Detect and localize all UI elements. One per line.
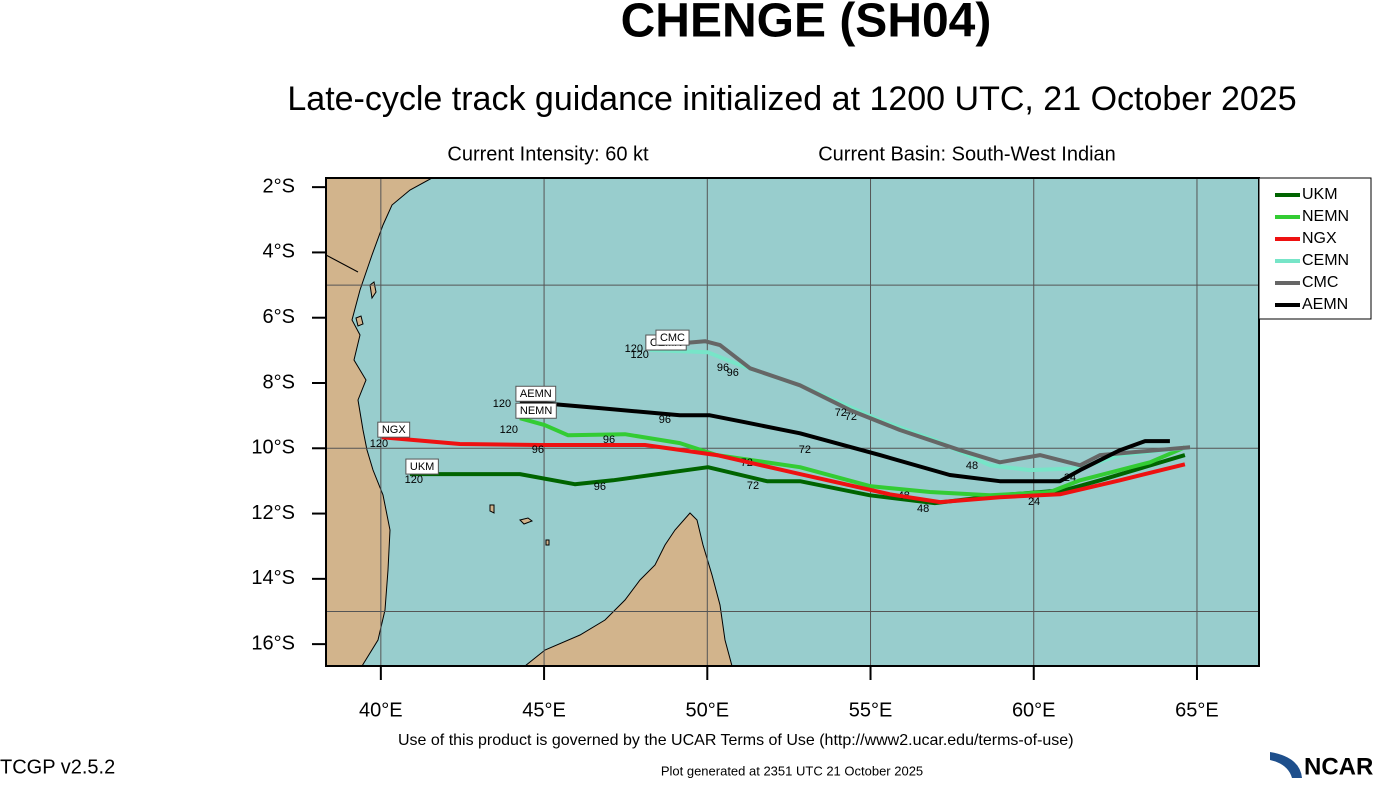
grid (326, 178, 1259, 666)
legend-label: UKM (1302, 186, 1338, 203)
islands (355, 281, 550, 546)
y-tick-label: 8°S (263, 371, 295, 393)
basin: Current Basin: South-West Indian (818, 143, 1116, 165)
track-name-box (515, 402, 557, 419)
hour-label: 120 (493, 398, 511, 410)
hour-label: 48 (966, 460, 978, 472)
hour-label: 24 (1028, 496, 1040, 508)
track-name: CMC (660, 332, 685, 344)
hour-label: 120 (405, 474, 423, 486)
hour-label: 120 (500, 424, 518, 436)
track (519, 416, 1186, 498)
legend-label: AEMN (1302, 296, 1348, 313)
ocean (326, 178, 1259, 666)
border (326, 254, 359, 273)
logo-mark (1270, 752, 1302, 778)
track-name-box (655, 329, 690, 346)
version: TCGP v2.5.2 (0, 756, 115, 778)
plot-frame (325, 177, 1260, 667)
hour-label: 120 (625, 343, 643, 355)
hour-label: 96 (659, 414, 671, 426)
chart-subtitle: Late-cycle track guidance initialized at… (287, 80, 1296, 118)
track (519, 399, 1170, 484)
africa (326, 178, 433, 666)
generated: Plot generated at 2351 UTC 21 October 20… (661, 763, 923, 778)
x-tick-label: 50°E (685, 699, 729, 721)
y-tick-label: 4°S (263, 241, 295, 263)
track (659, 339, 1191, 468)
y-tick-label: 14°S (251, 567, 295, 589)
tracks: 2448729612048729612024961207296120729612… (370, 339, 1191, 515)
track (409, 453, 1186, 506)
x-tick-label: 40°E (359, 699, 403, 721)
legend-label: CEMN (1302, 252, 1349, 269)
track-name: AEMN (520, 388, 552, 400)
y-tick-label: 6°S (263, 306, 295, 328)
x-tick-label: 60°E (1012, 699, 1056, 721)
chart-title: CHENGE (SH04) (621, 0, 992, 48)
track (381, 435, 1186, 505)
y-tick-label: 10°S (251, 437, 295, 459)
terms: Use of this product is governed by the U… (398, 732, 1074, 749)
x-tick-label: 65°E (1175, 699, 1219, 721)
legend (1258, 177, 1372, 320)
hour-label: 96 (717, 362, 729, 374)
track-name: UKM (410, 461, 434, 473)
hour-label: 96 (727, 367, 739, 379)
legend-label: NGX (1302, 230, 1337, 247)
intensity: Current Intensity: 60 kt (447, 143, 649, 165)
hour-label: 72 (845, 411, 857, 423)
madagascar (524, 512, 733, 666)
track-name-box (515, 385, 557, 402)
legend-label: CMC (1302, 274, 1338, 291)
track-name-box (405, 458, 439, 475)
track-name-box (377, 421, 411, 438)
x-tick-label: 55°E (849, 699, 893, 721)
y-tick-label: 2°S (263, 175, 295, 197)
hour-label: 72 (835, 407, 847, 419)
hour-label: 48 (917, 503, 929, 515)
hour-label: 120 (370, 438, 388, 450)
logo: NCAR (1304, 753, 1373, 780)
land (326, 178, 733, 666)
hour-label: 72 (799, 444, 811, 456)
y-tick-label: 16°S (251, 632, 295, 654)
hour-label: 96 (594, 481, 606, 493)
legend-label: NEMN (1302, 208, 1349, 225)
track-name: NEMN (520, 405, 552, 417)
hour-label: 120 (631, 349, 649, 361)
hour-label: 72 (747, 480, 759, 492)
x-tick-label: 45°E (522, 699, 566, 721)
track-name: NGX (382, 424, 407, 436)
hour-label: 96 (532, 444, 544, 456)
y-tick-label: 12°S (251, 502, 295, 524)
